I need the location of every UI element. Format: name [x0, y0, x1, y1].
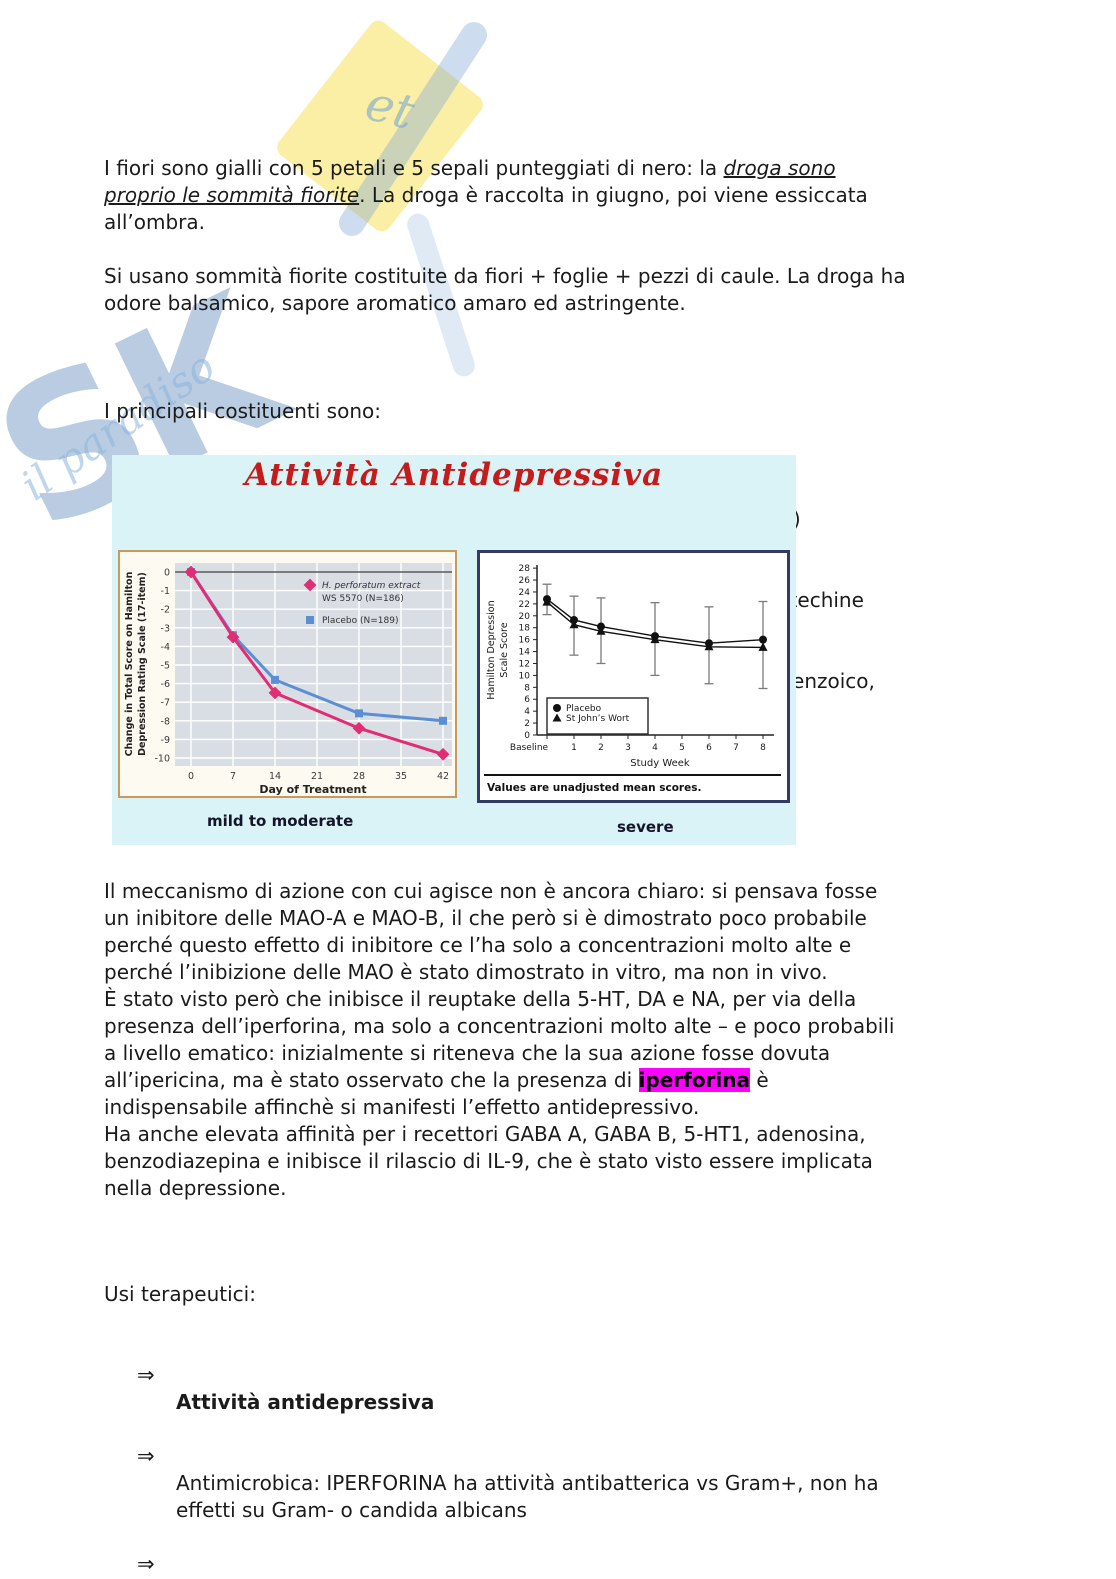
chart-mild-to-moderate: 0 -1 -2 -3 -4 -5 -6 -7 -8 -9 -10 0 7 14 21 28 35 42 Day of… — [118, 550, 457, 798]
svg-text:7: 7 — [733, 743, 739, 753]
svg-text:5: 5 — [679, 743, 685, 753]
svg-text:8: 8 — [524, 683, 530, 693]
caption-mild-to-moderate: mild to moderate — [207, 812, 354, 830]
paragraph-flowers: I fiori sono gialli con 5 petali e 5 sep… — [104, 156, 868, 234]
svg-text:26: 26 — [519, 576, 531, 586]
svg-text:22: 22 — [519, 600, 530, 610]
svg-text:Values are unadjusted mean sco: Values are unadjusted mean scores. — [487, 782, 701, 794]
svg-text:-10: -10 — [154, 754, 170, 765]
svg-text:-6: -6 — [161, 679, 170, 690]
svg-text:-8: -8 — [161, 716, 170, 727]
arrow-icon: ⇒ — [137, 1363, 155, 1387]
paragraph-mechanism: Il meccanismo di azione con cui agisce n… — [104, 879, 895, 1200]
svg-text:-9: -9 — [161, 735, 170, 746]
svg-text:0: 0 — [164, 568, 170, 579]
svg-text:Hamilton Depression: Hamilton Depression — [486, 600, 497, 699]
svg-text:Scale Score: Scale Score — [499, 622, 510, 677]
constituents-intro: I principali costituenti sono: — [104, 399, 381, 423]
use-antimicrobial: ⇒ Antimicrobica: IPERFORINA ha attività a… — [137, 1444, 879, 1522]
svg-text:6: 6 — [524, 695, 530, 705]
svg-text:0: 0 — [188, 771, 194, 782]
svg-text:12: 12 — [519, 659, 530, 669]
caption-severe: severe — [617, 818, 674, 836]
svg-text:Day of Treatment: Day of Treatment — [259, 783, 366, 796]
svg-text:10: 10 — [519, 671, 531, 681]
therapeutic-uses-title: Usi terapeutici: — [104, 1282, 256, 1306]
svg-text:14: 14 — [269, 771, 281, 782]
antidepressant-activity-panel: Attività Antidepressiva 0 -1 -2 -3 -4 -5 -6 -7 -… — [112, 455, 796, 845]
svg-text:-1: -1 — [161, 586, 170, 597]
svg-text:35: 35 — [395, 771, 407, 782]
svg-text:16: 16 — [519, 636, 531, 646]
svg-text:24: 24 — [519, 588, 531, 598]
svg-text:1: 1 — [571, 743, 577, 753]
svg-text:3: 3 — [625, 743, 631, 753]
arrow-icon: ⇒ — [137, 1552, 155, 1576]
svg-text:18: 18 — [519, 624, 531, 634]
svg-text:St John’s Wort: St John’s Wort — [566, 714, 630, 724]
svg-text:14: 14 — [519, 648, 531, 658]
paragraph-drug-use: Si usano sommità fiorite costituite da f… — [104, 264, 906, 315]
hamilton-change-chart: 0 -1 -2 -3 -4 -5 -6 -7 -8 -9 -10 0 7 14 21 28 35 42 Day of… — [124, 563, 452, 796]
svg-text:4: 4 — [524, 707, 530, 717]
svg-text:20: 20 — [519, 612, 531, 622]
svg-text:2: 2 — [598, 743, 604, 753]
arrow-icon: ⇒ — [137, 1444, 155, 1468]
use-antidepressant: ⇒ Attività antidepressiva — [137, 1363, 435, 1414]
svg-text:4: 4 — [652, 743, 658, 753]
therapeutic-uses-list: ⇒ Attività antidepressiva ⇒ Antimicrobica:… — [104, 1335, 1044, 1579]
svg-text:-2: -2 — [161, 605, 170, 616]
svg-text:8: 8 — [760, 743, 766, 753]
svg-text:-4: -4 — [161, 642, 170, 653]
svg-text:2: 2 — [524, 719, 530, 729]
svg-text:H. perforatum extract: H. perforatum extract — [322, 581, 421, 591]
svg-text:-5: -5 — [161, 661, 170, 672]
svg-text:WS 5570 (N=186): WS 5570 (N=186) — [322, 594, 404, 604]
lower-text-block: Il meccanismo di azione con cui agisce n… — [104, 851, 1044, 1579]
svg-text:Study Week: Study Week — [630, 758, 690, 769]
highlighted-iperforina: iperforina — [638, 1068, 751, 1092]
svg-text:7: 7 — [230, 771, 236, 782]
svg-text:Change in Total Score on Hamil: Change in Total Score on Hamilton — [124, 571, 135, 756]
svg-text:-3: -3 — [161, 623, 170, 634]
svg-text:Depression Rating Scale (17-it: Depression Rating Scale (17-item) — [137, 572, 148, 756]
svg-text:28: 28 — [353, 771, 365, 782]
svg-text:0: 0 — [524, 731, 530, 741]
svg-text:Placebo: Placebo — [566, 704, 602, 714]
use-antiviral: ⇒Attività antivirale: attività vs influe… — [104, 1551, 1044, 1579]
svg-text:42: 42 — [437, 771, 449, 782]
svg-text:-7: -7 — [161, 698, 170, 709]
svg-text:21: 21 — [311, 771, 323, 782]
panel-title: Attività Antidepressiva — [244, 457, 664, 493]
svg-text:Placebo (N=189): Placebo (N=189) — [322, 616, 398, 626]
svg-text:28: 28 — [519, 564, 531, 574]
chart-severe: 0 2 4 6 8 10 12 14 16 18 20 22 24 26 28 Baseline 1 2 3 4 5 6 7… — [477, 550, 790, 803]
svg-text:6: 6 — [706, 743, 712, 753]
svg-text:Baseline: Baseline — [510, 743, 549, 753]
